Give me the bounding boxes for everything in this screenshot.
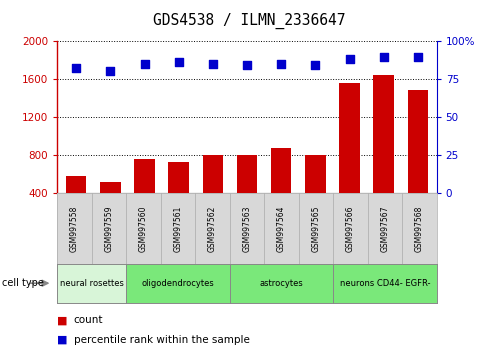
Text: oligodendrocytes: oligodendrocytes	[142, 279, 215, 288]
Bar	[203, 155, 223, 193]
Text: ■: ■	[57, 315, 68, 325]
Bar	[134, 159, 155, 193]
Bar	[100, 182, 121, 193]
Bar	[169, 161, 189, 193]
Point	[106, 68, 114, 74]
Text: GSM997568: GSM997568	[415, 205, 424, 252]
Text: GSM997562: GSM997562	[208, 205, 217, 252]
Bar	[408, 90, 428, 193]
Text: astrocytes: astrocytes	[259, 279, 303, 288]
Text: GSM997565: GSM997565	[311, 205, 320, 252]
Point	[141, 61, 149, 67]
Text: percentile rank within the sample: percentile rank within the sample	[74, 335, 250, 345]
Text: neurons CD44- EGFR-: neurons CD44- EGFR-	[340, 279, 430, 288]
Text: GSM997563: GSM997563	[243, 205, 251, 252]
Text: GDS4538 / ILMN_2336647: GDS4538 / ILMN_2336647	[153, 12, 346, 29]
Point	[414, 55, 422, 60]
Bar	[271, 148, 291, 193]
Text: cell type: cell type	[2, 278, 44, 288]
Text: count: count	[74, 315, 103, 325]
Point	[209, 61, 217, 67]
Text: GSM997559: GSM997559	[105, 205, 114, 252]
Point	[72, 65, 80, 71]
Text: GSM997564: GSM997564	[277, 205, 286, 252]
Text: GSM997567: GSM997567	[380, 205, 389, 252]
Text: GSM997558: GSM997558	[70, 205, 79, 252]
Bar	[373, 75, 394, 193]
Text: ■: ■	[57, 335, 68, 345]
Point	[277, 61, 285, 67]
Text: GSM997560: GSM997560	[139, 205, 148, 252]
Point	[380, 55, 388, 60]
Text: neural rosettes: neural rosettes	[60, 279, 124, 288]
Point	[345, 56, 353, 62]
Point	[243, 62, 251, 68]
Bar	[305, 155, 325, 193]
Point	[311, 62, 319, 68]
Text: GSM997561: GSM997561	[174, 205, 183, 252]
Text: GSM997566: GSM997566	[346, 205, 355, 252]
Point	[175, 59, 183, 65]
Bar	[339, 82, 360, 193]
Bar	[237, 155, 257, 193]
Bar	[66, 176, 86, 193]
